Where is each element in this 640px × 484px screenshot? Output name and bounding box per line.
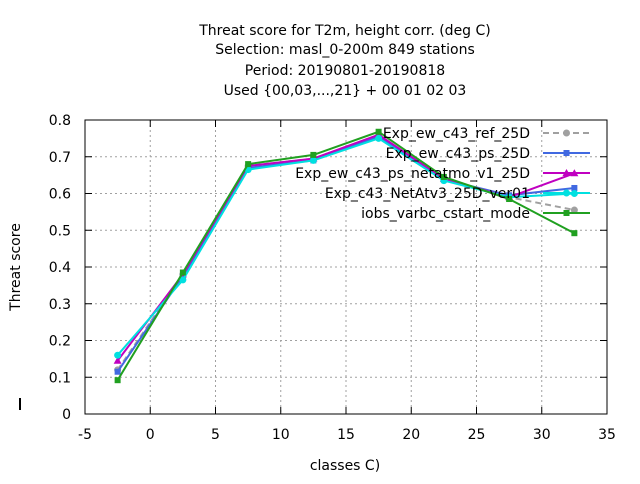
legend-item: Exp_ew_c43_ps_25D (386, 146, 590, 162)
grid (85, 120, 607, 414)
series-lines (113, 128, 579, 384)
data-point (309, 156, 317, 164)
title-line-1: Threat score for T2m, height corr. (deg … (198, 23, 491, 39)
y-tick-label: 0.2 (49, 334, 71, 350)
series-5 (114, 128, 578, 384)
y-tick-label: 0.3 (49, 297, 71, 313)
x-tick-label: 5 (211, 427, 220, 443)
legend-label: Exp_ew_c43_ref_25D (383, 126, 530, 142)
x-tick-label: 25 (468, 427, 486, 443)
y-tick-label: 0.5 (49, 223, 71, 239)
title-line-4: Used {00,03,...,21} + 00 01 02 03 (224, 83, 467, 99)
data-point (571, 230, 578, 237)
legend-item: Exp_ew_c43_ps_netatmo_v1_25D (295, 166, 590, 182)
y-tick-label: 0.7 (49, 150, 71, 166)
y-tick-label: 0.8 (49, 113, 71, 129)
legend-marker (563, 129, 570, 137)
data-point (375, 128, 382, 135)
x-tick-label: 30 (533, 427, 551, 443)
data-point (375, 134, 383, 142)
x-tick-label: 10 (272, 427, 290, 443)
series-line (116, 130, 575, 381)
y-tick-label: 0 (62, 407, 71, 423)
x-tick-label: 0 (146, 427, 155, 443)
x-tick-label: -5 (78, 427, 92, 443)
x-tick-label: 35 (598, 427, 616, 443)
title-line-3: Period: 20190801-20190818 (245, 63, 445, 79)
legend-label: Exp_c43_NetAtv3_25D_ver01 (325, 186, 530, 202)
legend: Exp_ew_c43_ref_25D Exp_ew_c43_ps_25D Exp_e… (295, 126, 590, 222)
title-line-2: Selection: masl_0-200m 849 stations (215, 42, 475, 58)
legend-marker (562, 169, 571, 176)
y-axis-label: Threat score (8, 223, 24, 312)
chart-title: Threat score for T2m, height corr. (deg … (198, 23, 491, 99)
data-point (179, 276, 187, 284)
data-point (440, 173, 447, 180)
data-point (310, 151, 317, 158)
y-tick-label: 0.4 (49, 260, 71, 276)
data-point (114, 351, 122, 359)
data-point (245, 161, 252, 168)
data-point (114, 368, 121, 375)
legend-marker (563, 189, 570, 197)
data-point (179, 269, 186, 276)
legend-item: Exp_ew_c43_ref_25D (383, 126, 590, 142)
legend-label: Exp_ew_c43_ps_netatmo_v1_25D (295, 166, 530, 182)
legend-label: Exp_ew_c43_ps_25D (386, 146, 530, 162)
data-point (506, 196, 513, 203)
y-tick-label: 0.6 (49, 187, 71, 203)
x-tick-label: 20 (402, 427, 420, 443)
legend-item: Exp_c43_NetAtv3_25D_ver01 (325, 186, 590, 202)
x-axis-label: classes C) (310, 458, 380, 474)
data-point (570, 206, 578, 214)
x-tick-label: 15 (337, 427, 355, 443)
legend-item: iobs_varbc_cstart_mode (361, 206, 590, 222)
legend-label: iobs_varbc_cstart_mode (361, 206, 530, 222)
legend-marker (563, 210, 570, 216)
data-point (113, 356, 122, 364)
y-tick-label: 0.1 (49, 370, 71, 386)
data-point (114, 377, 121, 384)
data-point (571, 184, 578, 191)
legend-marker (563, 150, 570, 156)
axis-ticks: -5 0 5 10 15 20 25 30 35 0 0.1 0.2 0.3 0.4 0.5 0.6 0.7 0.… (49, 113, 616, 443)
